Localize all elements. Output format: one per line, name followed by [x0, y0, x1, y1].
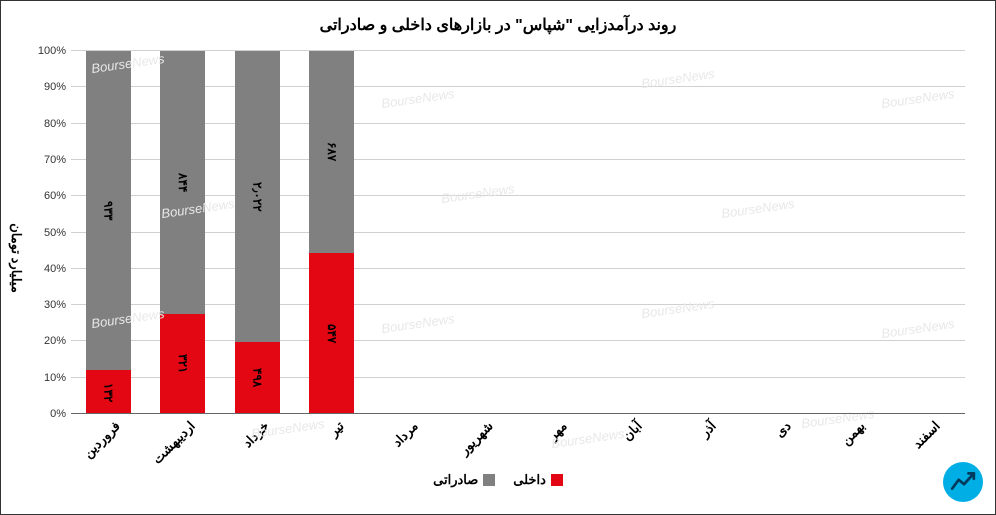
bar-slot: ۶۸۷۵۴۷تیر — [295, 51, 370, 414]
legend: داخلی صادراتی — [1, 472, 995, 488]
bar-segment-export: ۸۴۴ — [160, 51, 205, 314]
y-tick-label: 90% — [31, 81, 66, 93]
bar: ۸۴۴ ۳۲۱ — [160, 51, 205, 414]
bar-value-export: ۹۳۳ — [101, 201, 115, 220]
bar-slot: بهمن — [816, 51, 891, 414]
legend-swatch-export — [483, 474, 495, 486]
legend-item-domestic: داخلی — [513, 472, 563, 488]
bar-slot: مرداد — [369, 51, 444, 414]
y-tick-label: 40% — [31, 263, 66, 275]
x-tick-label: خرداد — [236, 414, 273, 451]
bar-value-export: ۶۸۷ — [325, 142, 339, 161]
legend-swatch-domestic — [551, 474, 563, 486]
chart-container: روند درآمدزایی "شپاس" در بازارهای داخلی … — [1, 1, 995, 514]
x-tick-label: اسفند — [905, 414, 943, 452]
bar: ۹۳۳ ۱۳۲ — [86, 51, 131, 414]
x-tick-label: فروردین — [76, 414, 124, 462]
bar-value-domestic: ۴۹۸ — [250, 368, 264, 387]
bar-slot: ۸۴۴۳۲۱اردیبهشت — [146, 51, 221, 414]
x-tick-label: آبان — [615, 414, 645, 444]
bar-slot: ۹۳۳۱۳۲فروردین — [71, 51, 146, 414]
bar-segment-export: ۶۸۷ — [309, 51, 354, 253]
legend-label-export: صادراتی — [433, 472, 478, 488]
bars-layer: ۹۳۳۱۳۲فروردین۸۴۴۳۲۱اردیبهشت۲٫۰۲۲۴۹۸خرداد… — [71, 51, 965, 414]
bar-value-domestic: ۱۳۲ — [101, 383, 115, 402]
bar-value-export: ۸۴۴ — [176, 173, 190, 192]
chart-title: روند درآمدزایی "شپاس" در بازارهای داخلی … — [1, 15, 995, 35]
y-tick-label: 60% — [31, 190, 66, 202]
x-tick-label: تیر — [321, 414, 347, 440]
bar-segment-domestic: ۵۴۷ — [309, 253, 354, 414]
bar-segment-export: ۲٫۰۲۲ — [235, 51, 280, 342]
bar-value-domestic: ۳۲۱ — [176, 354, 190, 373]
y-tick-label: 80% — [31, 118, 66, 130]
x-tick-label: بهمن — [834, 414, 869, 449]
bar-slot: شهریور — [444, 51, 519, 414]
bar-slot: اسفند — [891, 51, 966, 414]
x-tick-label: آذر — [693, 414, 720, 441]
bar-slot: دی — [742, 51, 817, 414]
bar: ۲٫۰۲۲ ۴۹۸ — [235, 51, 280, 414]
bar-segment-domestic: ۳۲۱ — [160, 314, 205, 414]
legend-item-export: صادراتی — [433, 472, 495, 488]
y-tick-label: 10% — [31, 372, 66, 384]
x-tick-label: اردیبهشت — [145, 414, 198, 467]
x-tick-label: شهریور — [452, 414, 496, 458]
y-tick-label: 70% — [31, 154, 66, 166]
y-tick-label: 20% — [31, 335, 66, 347]
y-tick-label: 100% — [31, 45, 66, 57]
x-tick-label: دی — [767, 414, 794, 441]
bar-value-export: ۲٫۰۲۲ — [250, 182, 264, 212]
bar-slot: آذر — [667, 51, 742, 414]
bar-segment-domestic: ۱۳۲ — [86, 370, 131, 414]
logo-icon — [943, 462, 983, 502]
bar-segment-export: ۹۳۳ — [86, 51, 131, 370]
x-tick-label: مهر — [541, 414, 571, 444]
x-tick-label: مرداد — [386, 414, 422, 450]
plot-area: ۹۳۳۱۳۲فروردین۸۴۴۳۲۱اردیبهشت۲٫۰۲۲۴۹۸خرداد… — [71, 51, 965, 414]
bar-slot: مهر — [518, 51, 593, 414]
bar-slot: ۲٫۰۲۲۴۹۸خرداد — [220, 51, 295, 414]
bar-segment-domestic: ۴۹۸ — [235, 342, 280, 414]
x-axis-line — [71, 413, 965, 414]
y-tick-label: 0% — [31, 408, 66, 420]
y-tick-label: 50% — [31, 227, 66, 239]
bar: ۶۸۷ ۵۴۷ — [309, 51, 354, 414]
y-axis-title: میلیارد تومان — [9, 223, 24, 293]
bar-slot: آبان — [593, 51, 668, 414]
legend-label-domestic: داخلی — [513, 472, 546, 488]
bar-value-domestic: ۵۴۷ — [325, 324, 339, 343]
y-tick-label: 30% — [31, 299, 66, 311]
